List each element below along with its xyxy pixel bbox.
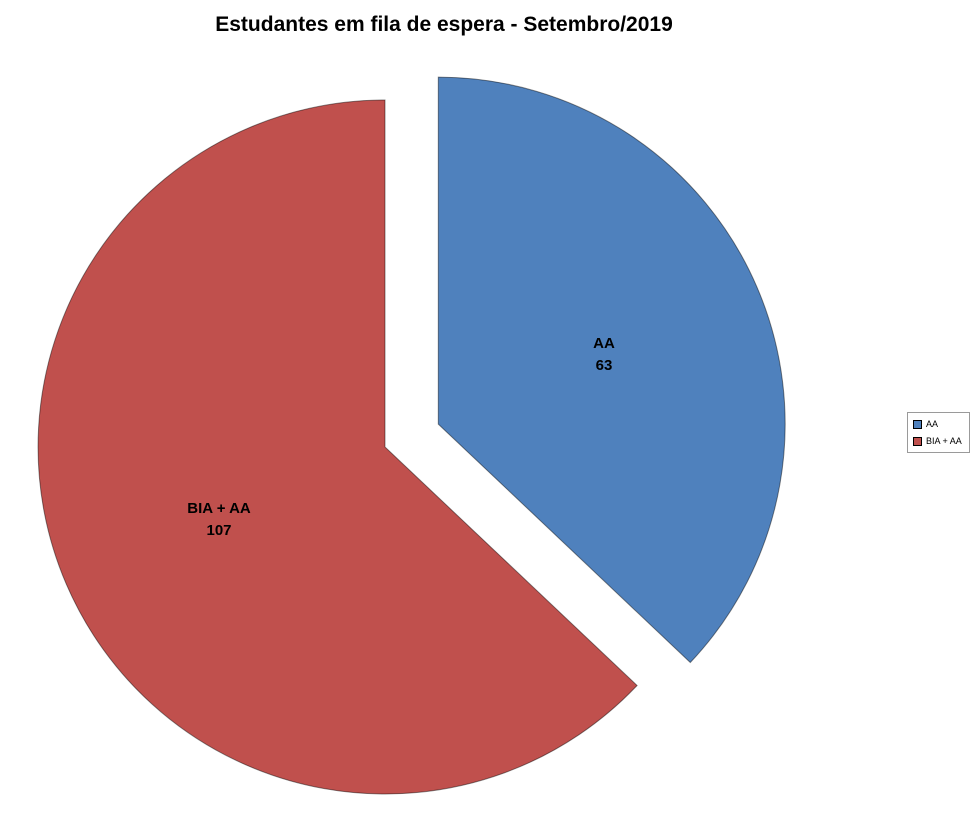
pie-slice-aa[interactable] xyxy=(437,76,786,664)
chart-title: Estudantes em fila de espera - Setembro/… xyxy=(215,13,673,36)
chart-legend[interactable]: AA BIA + AA xyxy=(907,412,970,453)
legend-label-bia-aa: BIA + AA xyxy=(926,436,962,446)
legend-label-aa: AA xyxy=(926,419,939,429)
legend-swatch-aa-icon xyxy=(913,419,922,429)
slice-label-category: AA xyxy=(593,335,615,352)
legend-item-aa[interactable]: AA xyxy=(913,419,962,429)
slice-label-category: BIA + AA xyxy=(187,500,251,517)
legend-swatch-bia-aa-icon xyxy=(913,436,922,446)
pie-slice-bia-aa[interactable] xyxy=(37,99,638,795)
legend-item-bia-aa[interactable]: BIA + AA xyxy=(913,436,962,446)
slice-label-value: 63 xyxy=(596,357,613,374)
slice-label-value: 107 xyxy=(206,522,231,539)
